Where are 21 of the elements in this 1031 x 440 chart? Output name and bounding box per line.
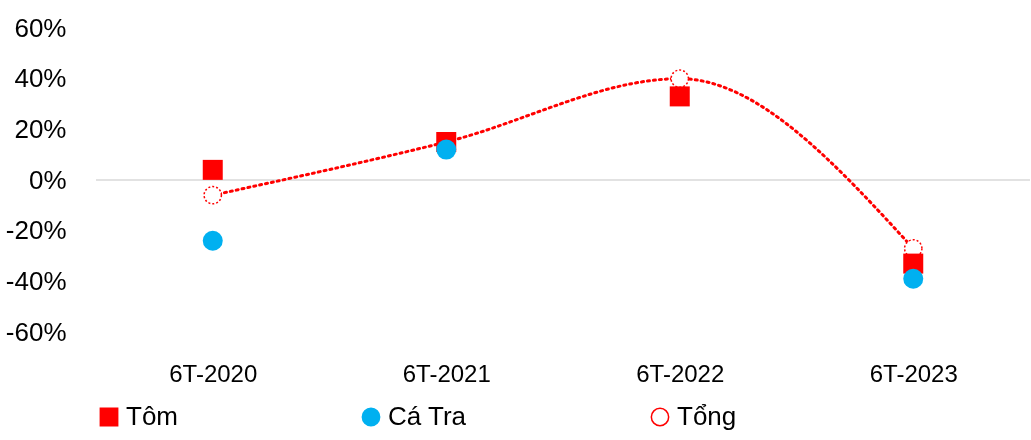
y-tick-label: 60%: [14, 12, 67, 43]
legend-label: Tổng: [677, 401, 737, 431]
y-tick-label: -20%: [5, 215, 67, 246]
point: [669, 86, 690, 107]
y-tick-label: 0%: [28, 164, 67, 195]
x-tick-label: 6T-2022: [636, 359, 725, 387]
point: [436, 139, 457, 160]
point: [202, 230, 223, 251]
point: [670, 69, 690, 89]
x-tick-label: 6T-2023: [869, 359, 958, 387]
x-tick-label: 6T-2021: [402, 359, 491, 387]
point: [202, 159, 223, 180]
y-tick-label: 20%: [14, 113, 67, 144]
x-tick-label: 6T-2020: [169, 359, 258, 387]
y-tick-label: 40%: [14, 63, 67, 94]
legend-label: Tôm: [126, 401, 178, 431]
y-tick-label: -40%: [5, 265, 67, 296]
legend-label: Cá Tra: [388, 401, 467, 431]
y-tick-label: -60%: [5, 316, 67, 347]
point: [203, 185, 223, 205]
point: [903, 268, 924, 289]
